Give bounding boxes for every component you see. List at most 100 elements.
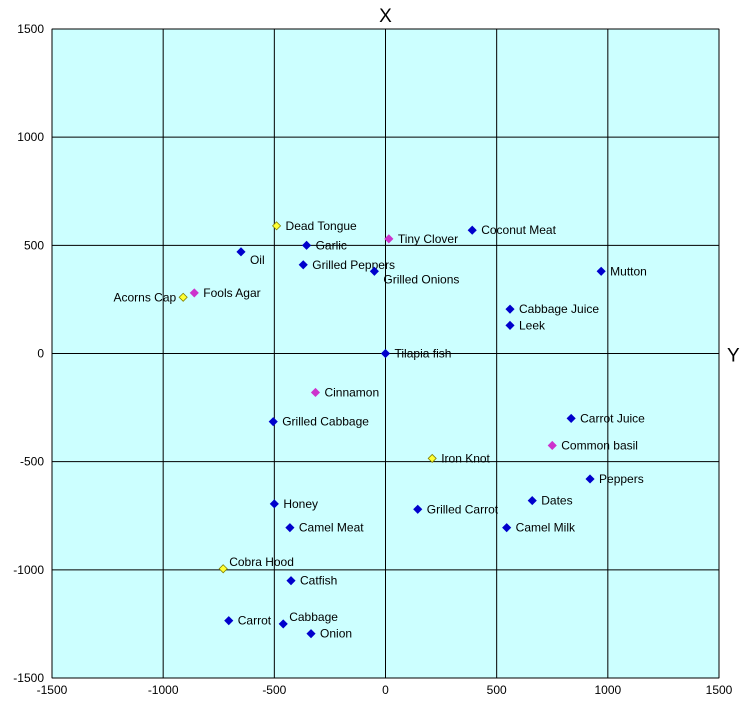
data-point-marker [268, 417, 278, 427]
y-tick-label: -500 [20, 455, 44, 469]
data-point-marker [527, 496, 537, 506]
x-tick-label: 1500 [706, 683, 733, 697]
data-point-label: Cabbage Juice [519, 302, 599, 316]
data-point-marker [306, 629, 316, 639]
data-point-group: Grilled Peppers [298, 258, 395, 272]
data-point-group: Oil [236, 247, 265, 267]
y-tick-label: -1500 [13, 671, 44, 685]
data-point-label: Dead Tongue [286, 219, 358, 233]
data-point-marker [384, 234, 394, 244]
data-point-label: Honey [283, 497, 318, 511]
data-point-label: Cobra Hood [229, 555, 294, 569]
data-point-marker [427, 453, 437, 463]
data-point-group: Catfish [286, 574, 337, 588]
data-point-marker [369, 266, 379, 276]
data-point-marker [380, 348, 391, 359]
data-point-label: Carrot Juice [580, 411, 645, 425]
data-point-marker [278, 619, 288, 629]
y-tick-label: 1000 [17, 130, 44, 144]
data-point-group: Cobra Hood [218, 555, 294, 574]
data-point-group: Grilled Carrot [413, 502, 499, 516]
data-point-label: Iron Knot [441, 451, 490, 465]
data-point-label: Oil [250, 253, 265, 267]
data-point-marker [298, 260, 308, 270]
data-point-marker [505, 320, 515, 330]
x-tick-labels: -1500 -1000 -500 0 500 1000 1500 [37, 683, 733, 697]
data-point-label: Acorns Cap [113, 290, 176, 304]
data-point-label: Catfish [300, 574, 337, 588]
data-point-label: Tiny Clover [398, 232, 458, 246]
x-tick-label: 0 [382, 683, 389, 697]
data-point-label: Coconut Meat [481, 223, 556, 237]
y-tick-label: -1000 [13, 563, 44, 577]
data-point-group: Carrot Juice [566, 411, 645, 425]
data-point-group: Tiny Clover [384, 232, 458, 246]
data-point-label: Cabbage [289, 610, 338, 624]
data-point-label: Peppers [599, 472, 644, 486]
data-points: Dead Tongue Tiny Clover Coconut Meat Garlic… [113, 219, 646, 641]
data-point-group: Onion [306, 627, 352, 641]
grid-lines [51, 28, 720, 679]
data-point-group: Tilapia fish [380, 347, 452, 361]
data-point-label: Leek [519, 318, 546, 332]
data-point-label: Camel Milk [516, 521, 576, 535]
data-point-label: Grilled Onions [383, 272, 459, 286]
data-point-group: Carrot [224, 614, 272, 628]
data-point-group: Mutton [596, 264, 647, 278]
data-point-marker [271, 221, 282, 231]
data-point-group: Dead Tongue [271, 219, 358, 233]
y-tick-label: 0 [37, 347, 44, 361]
x-axis-title: Y [727, 346, 740, 367]
data-point-label: Garlic [316, 238, 347, 252]
data-point-group: Leek [505, 318, 546, 332]
data-point-marker [467, 225, 477, 235]
data-point-label: Common basil [561, 438, 638, 452]
data-point-group: Grilled Onions [369, 266, 459, 286]
y-tick-label: 1500 [17, 22, 44, 36]
data-point-group: Camel Meat [285, 521, 364, 535]
data-point-group: Common basil [547, 438, 638, 452]
data-point-marker [310, 387, 321, 398]
y-tick-labels: -1500 -1000 -500 0 500 1000 1500 [13, 22, 44, 685]
data-point-marker [585, 474, 595, 484]
data-point-marker [505, 304, 515, 314]
data-point-label: Mutton [610, 264, 647, 278]
data-point-marker [269, 499, 279, 509]
data-point-marker [566, 413, 576, 423]
data-point-marker [224, 616, 234, 626]
data-point-marker [285, 523, 295, 533]
x-tick-label: 1000 [594, 683, 621, 697]
data-point-marker [596, 266, 606, 276]
data-point-group: Cabbage Juice [505, 302, 599, 316]
data-point-label: Fools Agar [203, 286, 260, 300]
data-point-group: Peppers [585, 472, 644, 486]
data-point-group: Cinnamon [310, 385, 379, 399]
data-point-label: Tilapia fish [395, 347, 452, 361]
data-point-marker [218, 564, 228, 574]
data-point-label: Grilled Carrot [427, 502, 499, 516]
data-point-marker [547, 440, 557, 451]
data-point-marker [189, 288, 199, 298]
data-point-group: Honey [269, 497, 318, 511]
data-point-label: Dates [541, 494, 572, 508]
data-point-label: Grilled Peppers [312, 258, 395, 272]
data-point-marker [502, 523, 512, 533]
data-point-group: Camel Milk [502, 521, 576, 535]
data-point-group: Coconut Meat [467, 223, 557, 237]
data-point-marker [413, 504, 423, 514]
data-point-marker [286, 576, 296, 586]
data-point-label: Onion [320, 627, 352, 641]
y-tick-label: 500 [24, 238, 44, 252]
data-point-label: Carrot [238, 614, 272, 628]
data-point-marker [236, 247, 246, 257]
x-tick-label: -1500 [37, 683, 68, 697]
data-point-group: Garlic [302, 238, 347, 252]
data-point-marker [178, 292, 188, 302]
x-tick-label: 500 [487, 683, 507, 697]
data-point-label: Camel Meat [299, 521, 364, 535]
data-point-label: Cinnamon [324, 385, 379, 399]
x-tick-label: -500 [262, 683, 286, 697]
data-point-group: Acorns Cap [113, 290, 188, 304]
data-point-group: Fools Agar [189, 286, 261, 300]
